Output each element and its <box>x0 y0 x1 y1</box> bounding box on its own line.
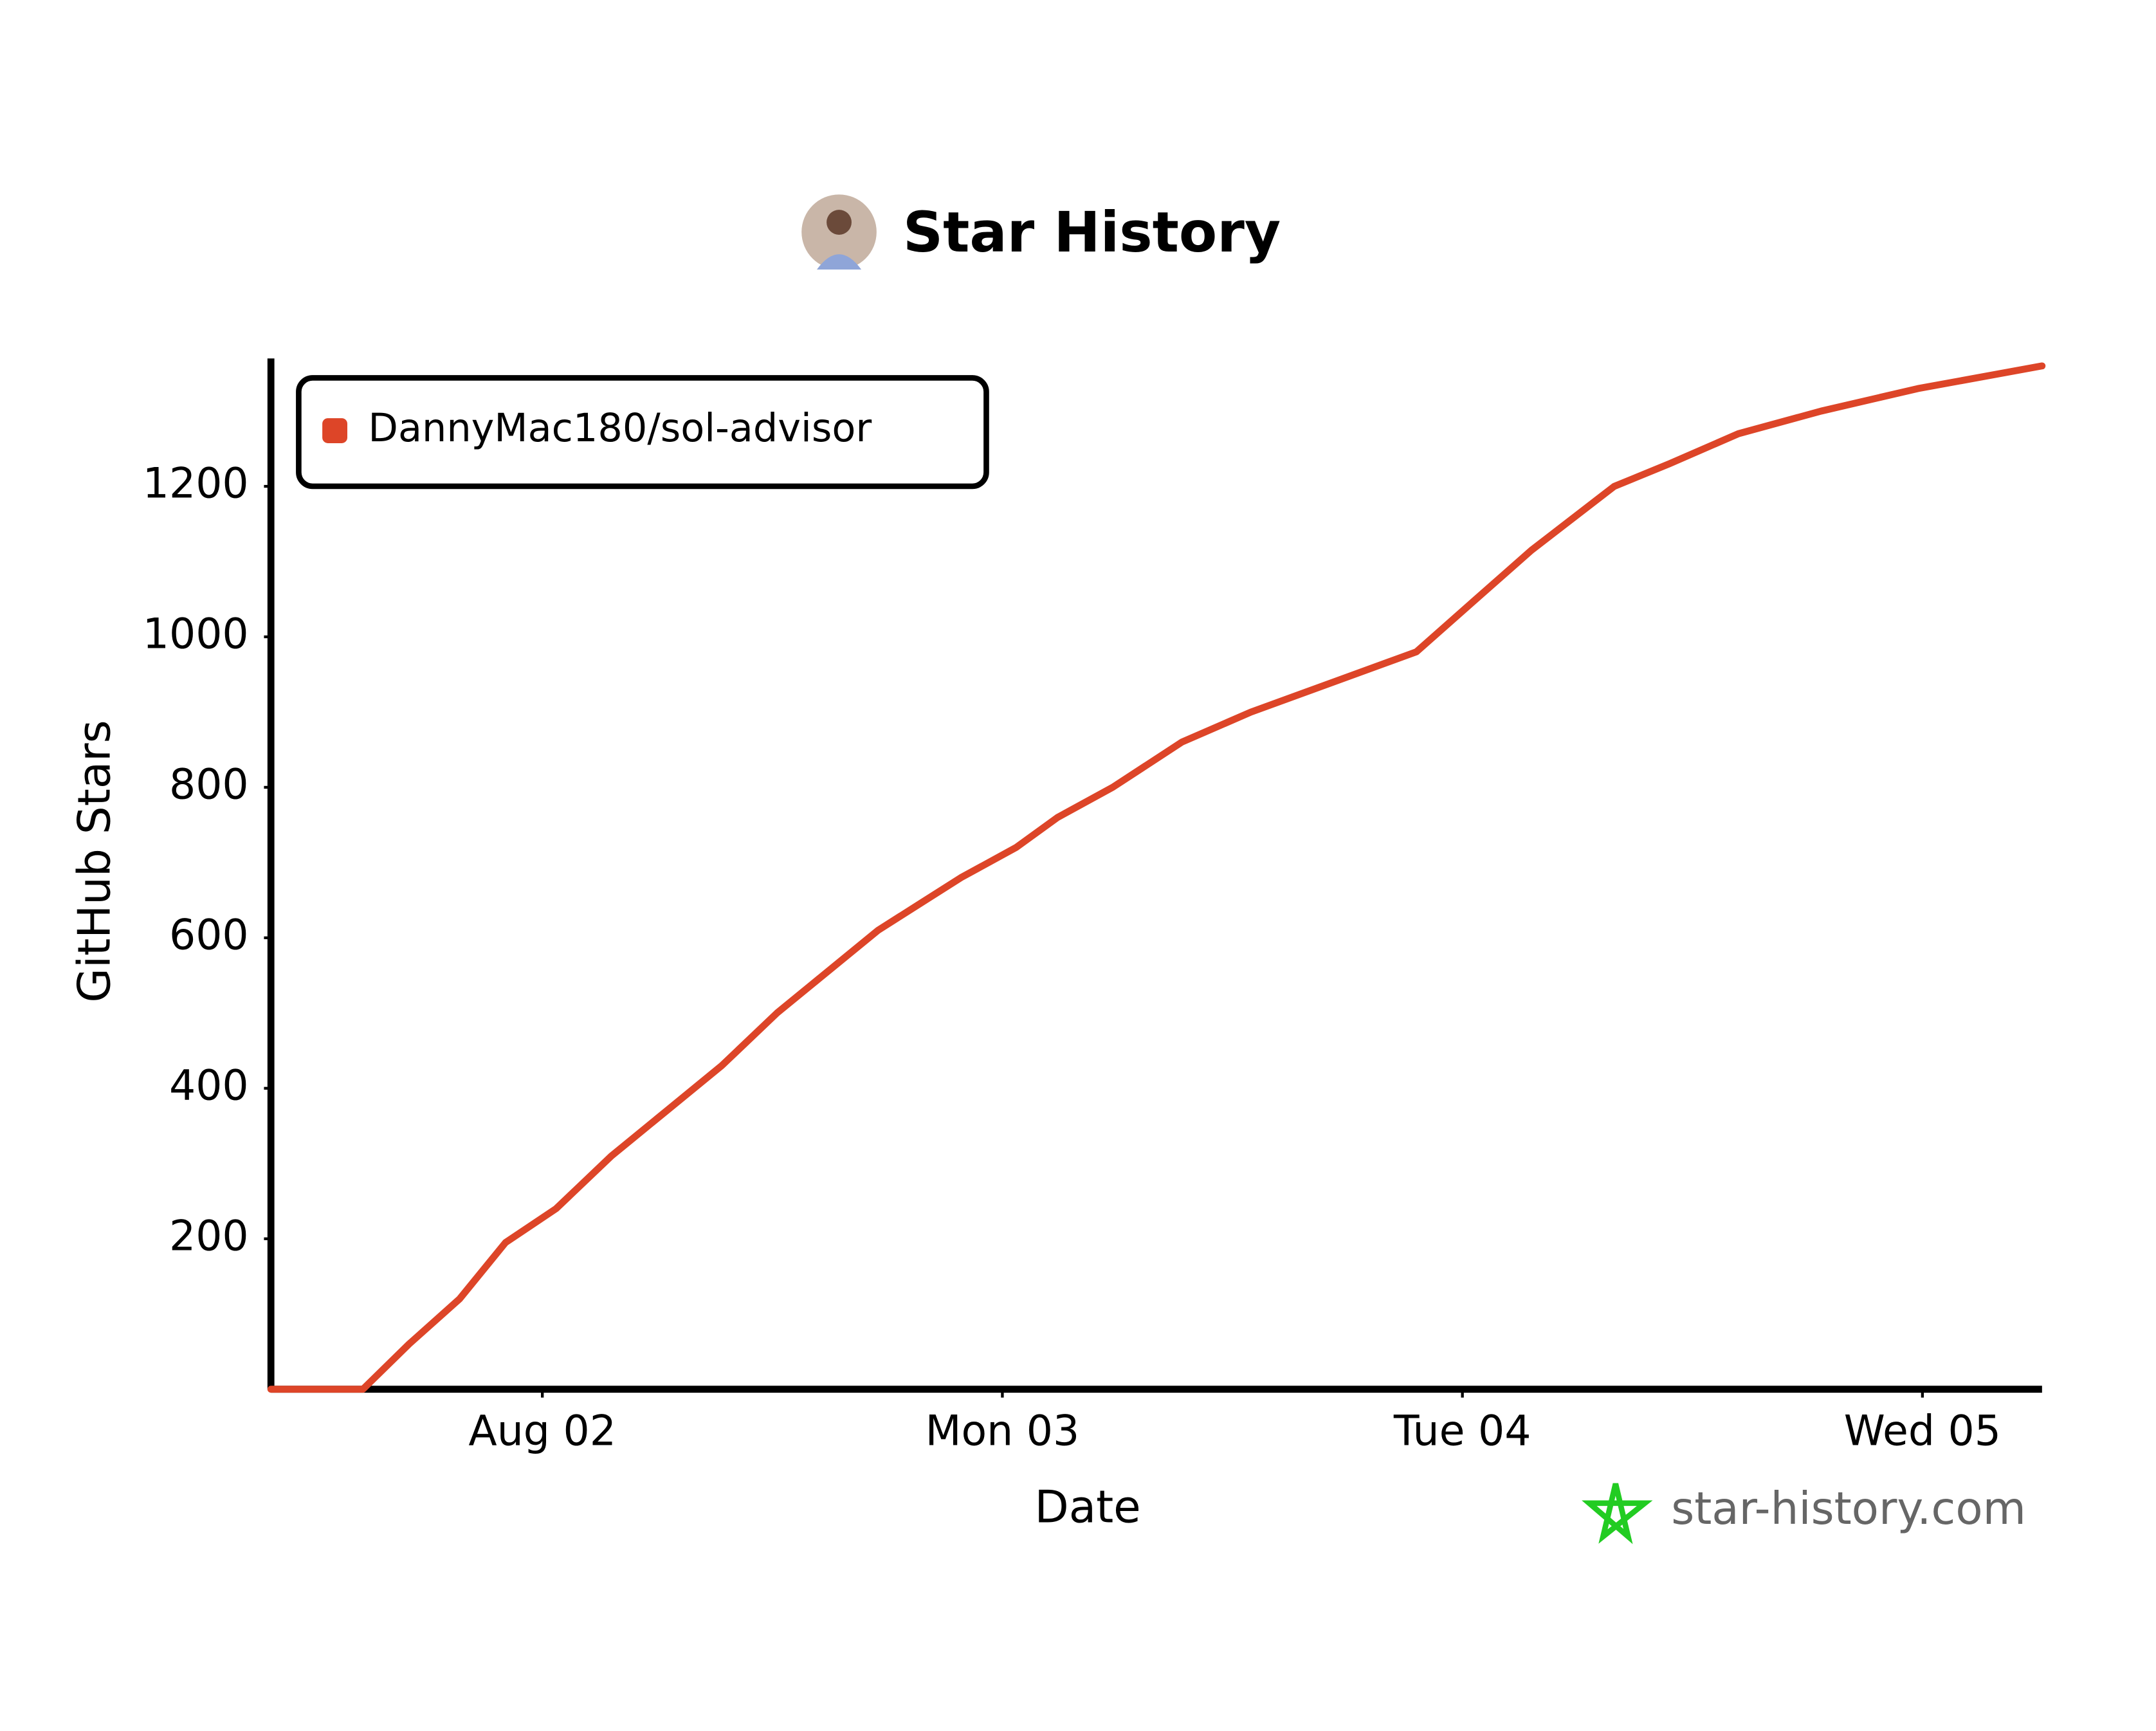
y-tick-label: 400 <box>169 1061 249 1110</box>
x-tick-label: Aug 02 <box>468 1407 616 1455</box>
legend-swatch <box>322 418 347 443</box>
logo <box>1582 1483 1653 1544</box>
legend-box <box>296 375 989 490</box>
series-line <box>267 362 2046 1393</box>
y-axis-label: GitHub Stars <box>69 720 120 1002</box>
y-tick-label: 800 <box>169 761 249 809</box>
x-tick-label: Mon 03 <box>926 1407 1080 1455</box>
legend-label: DannyMac180/sol-advisor <box>368 406 872 451</box>
y-tick-label: 1200 <box>143 460 249 508</box>
y-tick-label: 200 <box>169 1212 249 1260</box>
avatar-body <box>816 254 862 270</box>
x-axis-label: Date <box>1035 1482 1141 1534</box>
avatar-face <box>827 210 852 235</box>
x-tick-label: Wed 05 <box>1844 1407 2001 1455</box>
chart-title: Star History <box>903 201 1281 265</box>
y-tick-label: 600 <box>169 911 249 959</box>
x-tick-label: Tue 04 <box>1393 1407 1531 1455</box>
y-tick-label: 1000 <box>143 610 249 659</box>
watermark: star-history.com <box>1671 1483 2026 1535</box>
